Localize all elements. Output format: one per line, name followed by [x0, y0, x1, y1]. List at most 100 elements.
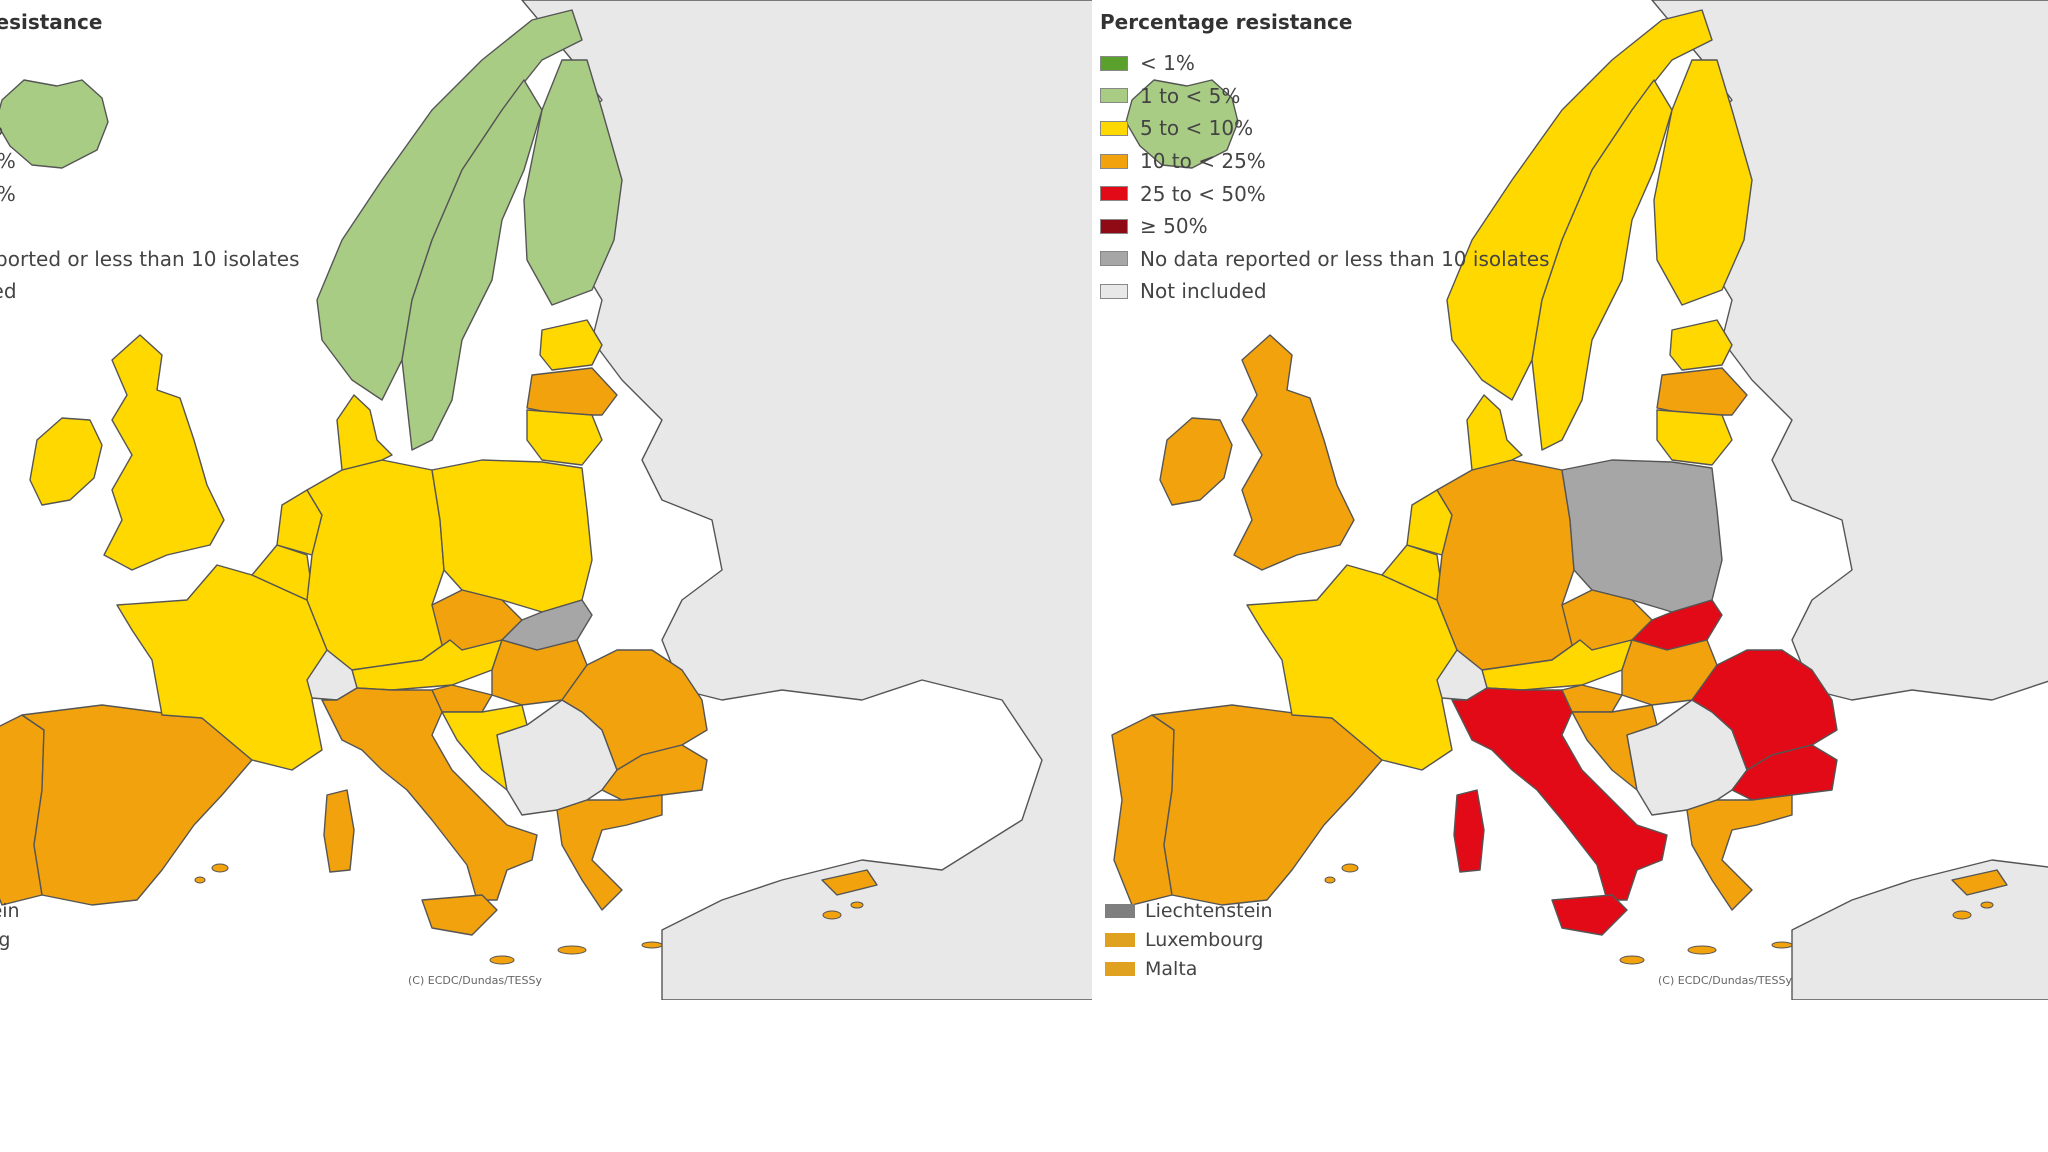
country-iceland: [1125, 79, 1239, 169]
legend-label: 1 to < 5%: [1140, 83, 1241, 108]
small-country-swatch: [1105, 903, 1135, 918]
legend-item-r25to50: 25 to < 50%: [0, 177, 299, 210]
country-ireland: [1159, 417, 1233, 506]
legend-label: 5 to < 10%: [1140, 116, 1254, 141]
country-bulgaria: [601, 744, 708, 801]
country-lithuania: [526, 409, 603, 466]
small-country-luxembourg: Luxembourg: [0, 925, 20, 954]
small-country-luxembourg: Luxembourg: [1105, 925, 1273, 954]
legend-label: Not included: [0, 279, 17, 304]
small-country-label: Luxembourg: [0, 928, 11, 951]
small-country-label: Liechtenstein: [0, 899, 20, 922]
legend-swatch: [1100, 251, 1128, 267]
country-iceland: [0, 79, 109, 169]
island: [641, 941, 663, 949]
country-italy: [321, 687, 538, 901]
small-country-label: Luxembourg: [1145, 928, 1264, 951]
legend-item-nodata: No data reported or less than 10 isolate…: [0, 243, 299, 276]
country-sicily: [1551, 894, 1628, 936]
legend-label: 5 to < 10%: [0, 116, 3, 140]
country-portugal: [1111, 714, 1175, 906]
island: [557, 945, 587, 955]
legend-item-r25to50: 25 to < 50%: [1100, 177, 1549, 210]
island: [1324, 876, 1336, 884]
country-latvia: [526, 367, 618, 416]
legend-item-lt1: < 1%: [1100, 47, 1549, 80]
legend-label: No data reported or less than 10 isolate…: [0, 246, 300, 271]
legend-swatch: [1100, 88, 1128, 104]
legend-title: Percentage resistance: [1100, 10, 1353, 34]
legend-item-ge50: ≥ 50%: [1100, 210, 1549, 243]
legend-swatch: [1100, 153, 1128, 169]
small-country-label: Liechtenstein: [1145, 899, 1273, 922]
legend-item-lt1: < 1%: [0, 47, 299, 80]
small-country-malta: Malta: [0, 954, 20, 983]
country-denmark: [336, 394, 393, 471]
country-slovenia: [1561, 684, 1623, 713]
country-greece: [1686, 794, 1793, 911]
country-germany: [1436, 459, 1581, 671]
island: [1980, 901, 1994, 909]
country-greece: [556, 794, 663, 911]
country-italy: [1451, 687, 1668, 901]
country-portugal: [0, 714, 45, 906]
map-panel-left: Percentage resistance < 1%1 to < 5% 5 to …: [0, 0, 1092, 1000]
country-estonia: [1669, 319, 1733, 371]
country-bulgaria: [1731, 744, 1838, 801]
country-sardinia: [1453, 789, 1485, 873]
small-countries-legend: Liechtenstein Luxembourg Malta: [1105, 896, 1273, 983]
legend: < 1% 1 to < 5% 5 to < 10% 10 to < 25% 25 to …: [1100, 47, 1549, 308]
island: [1341, 863, 1359, 873]
country-spain: [1151, 704, 1383, 906]
country-finland: [523, 59, 623, 306]
legend-label: 25 to < 50%: [1140, 181, 1266, 206]
country-lithuania: [1656, 409, 1733, 466]
country-cyprus: [1951, 869, 2008, 896]
country-finland: [1653, 59, 1753, 306]
legend-label: 10 to < 25%: [1140, 149, 1266, 174]
map-panel-right: Percentage resistance < 1% 1 to < 5% 5 to …: [1092, 0, 2048, 1000]
legend-swatch: [1100, 186, 1128, 202]
legend-item-ge50: ≥ 50%: [0, 210, 299, 243]
legend-item-r10to25: 10 to < 25%: [0, 145, 299, 178]
country-uk: [1233, 334, 1355, 571]
country-france: [116, 564, 328, 771]
legend-title: Percentage resistance: [0, 10, 103, 34]
map-credit: (C) ECDC/Dundas/TESSy: [408, 974, 542, 987]
country-sardinia: [323, 789, 355, 873]
small-country-swatch: [1105, 961, 1135, 976]
small-country-label: Malta: [1145, 957, 1198, 980]
legend-swatch: [1100, 120, 1128, 136]
country-sweden: [1531, 79, 1673, 451]
country-poland: [431, 459, 593, 613]
country-estonia: [539, 319, 603, 371]
legend-item-notincluded: Not included: [0, 275, 299, 308]
country-romania: [1691, 649, 1838, 771]
legend-item-nodata: No data reported or less than 10 isolate…: [1100, 243, 1549, 276]
island: [1771, 941, 1793, 949]
island: [194, 876, 206, 884]
small-country-swatch: [1105, 932, 1135, 947]
country-spain: [21, 704, 253, 906]
legend-item-notincluded: Not included: [1100, 275, 1549, 308]
island: [822, 910, 842, 920]
legend-item-r5to10: 5 to < 10%: [0, 112, 299, 145]
country-sicily: [421, 894, 498, 936]
legend-label: 10 to < 25%: [0, 149, 16, 173]
legend-label: < 1%: [1140, 51, 1195, 76]
country-slovenia: [431, 684, 493, 713]
europe-map-left: [0, 0, 1092, 1000]
small-countries-legend: Liechtenstein Luxembourg Malta: [0, 896, 20, 983]
island: [1687, 945, 1717, 955]
legend-label: ≥ 50%: [1140, 214, 1208, 239]
country-romania: [561, 649, 708, 771]
legend-item-r10to25: 10 to < 25%: [1100, 145, 1549, 178]
island: [850, 901, 864, 909]
panel-divider: [1092, 0, 1094, 1000]
country-sweden: [401, 79, 543, 451]
small-country-malta: Malta: [1105, 954, 1273, 983]
legend-label: 25 to < 50%: [0, 182, 16, 206]
island: [211, 863, 229, 873]
country-ireland: [29, 417, 103, 506]
